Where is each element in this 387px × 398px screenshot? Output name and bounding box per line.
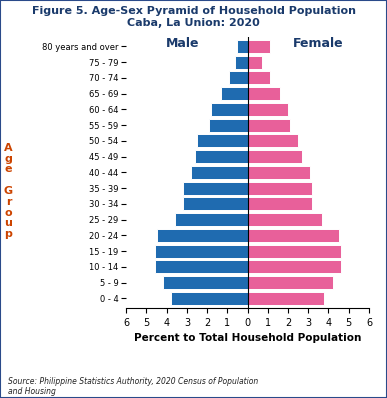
Bar (248, 71, 270, 84)
Text: Caba, La Union: 2020: Caba, La Union: 2020 (127, 18, 260, 28)
Bar (163, 276, 248, 289)
Bar (248, 150, 302, 163)
Bar (248, 135, 298, 147)
Bar (211, 103, 248, 116)
Bar (154, 245, 248, 258)
Bar (191, 166, 248, 179)
Bar (248, 56, 262, 68)
X-axis label: Percent to Total Household Population: Percent to Total Household Population (134, 333, 361, 343)
Text: Figure 5. Age-Sex Pyramid of Household Population: Figure 5. Age-Sex Pyramid of Household P… (31, 6, 356, 16)
Bar (248, 197, 312, 211)
Bar (157, 229, 248, 242)
Bar (183, 182, 248, 195)
Bar (248, 182, 312, 195)
Text: Female: Female (293, 37, 344, 50)
Bar (235, 56, 248, 68)
Bar (183, 197, 248, 211)
Bar (229, 71, 248, 84)
Bar (248, 261, 341, 273)
Bar (209, 119, 248, 132)
Bar (248, 166, 310, 179)
Bar (248, 213, 322, 226)
Bar (248, 292, 324, 305)
Bar (248, 87, 280, 100)
Bar (171, 292, 248, 305)
Text: Male: Male (166, 37, 200, 50)
Bar (175, 213, 248, 226)
Bar (221, 87, 248, 100)
Text: Source: Philippine Statistics Authority, 2020 Census of Population
and Housing: Source: Philippine Statistics Authority,… (8, 377, 258, 396)
Bar (248, 103, 288, 116)
Bar (195, 150, 248, 163)
Bar (248, 119, 290, 132)
Bar (248, 40, 270, 53)
Bar (248, 229, 339, 242)
Bar (238, 40, 248, 53)
Bar (248, 276, 332, 289)
Bar (154, 261, 248, 273)
Bar (248, 245, 341, 258)
Bar (197, 135, 248, 147)
Text: A
g
e
 
G
r
o
u
p: A g e G r o u p (4, 143, 13, 239)
